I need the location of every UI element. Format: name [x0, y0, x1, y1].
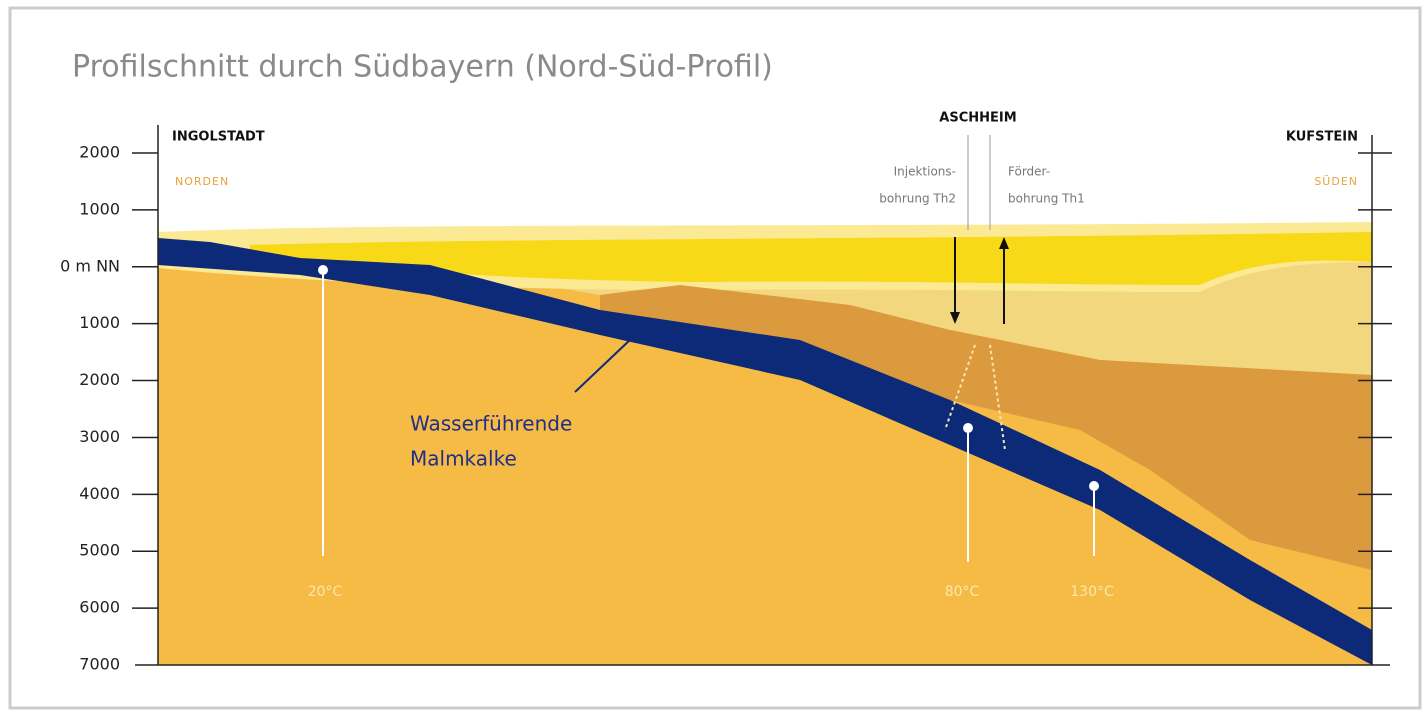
temperature: 130°C: [1070, 584, 1114, 600]
injection-label: Injektions-: [894, 165, 956, 179]
depth-label: 2000: [79, 370, 120, 389]
injection-label: bohrung Th2: [879, 192, 956, 206]
production-label: Förder-: [1008, 165, 1050, 179]
depth-label: 6000: [79, 598, 120, 617]
depth-label: 0 m NN: [60, 256, 120, 275]
depth-label: 4000: [79, 484, 120, 503]
probe-dot: [1089, 481, 1099, 491]
depth-label: 5000: [79, 541, 120, 560]
place-south: KUFSTEIN: [1286, 130, 1358, 145]
arrow-head: [999, 237, 1009, 249]
temperature: 20°C: [308, 584, 343, 600]
aquifer-label: Malmkalke: [410, 447, 517, 471]
place-north: INGOLSTADT: [172, 130, 265, 145]
depth-label: 1000: [79, 313, 120, 332]
brown-layer: [600, 285, 1372, 570]
title: Profilschnitt durch Südbayern (Nord-Süd-…: [72, 50, 773, 85]
place-center: ASCHHEIM: [939, 111, 1016, 126]
yellow-layer: [250, 232, 1372, 285]
depth-label: 3000: [79, 427, 120, 446]
depth-label: 1000: [79, 199, 120, 218]
aquifer-label: Wasserführende: [410, 412, 572, 436]
probe-dot: [318, 265, 328, 275]
leader-line: [574, 337, 633, 393]
depth-label: 7000: [79, 655, 120, 674]
temperature: 80°C: [945, 584, 980, 600]
probe-dot: [963, 423, 973, 433]
direction-south: SÜDEN: [1314, 175, 1358, 188]
production-label: bohrung Th1: [1008, 192, 1085, 206]
direction-north: NORDEN: [175, 175, 229, 188]
arrow-head: [950, 312, 960, 324]
depth-label: 2000: [79, 143, 120, 162]
